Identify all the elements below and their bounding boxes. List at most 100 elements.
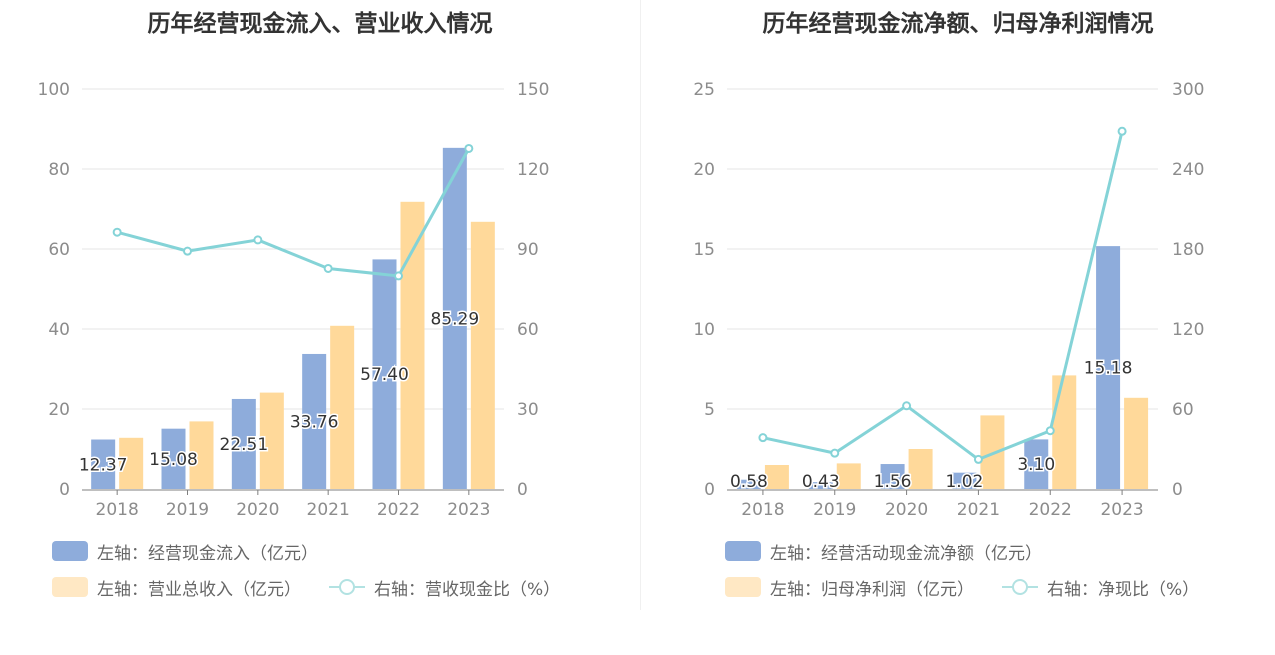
legend-item-net-cash-ratio[interactable]: 右轴：净现比（%） <box>1002 576 1200 600</box>
bar-primary <box>736 479 761 489</box>
legend-label: 左轴：归母净利润（亿元） <box>770 579 974 600</box>
bar-data-label: 33.76 <box>290 412 339 432</box>
line-point <box>758 433 768 443</box>
bar-secondary <box>189 421 214 489</box>
chart-plot-area: 0 5 10 15 20 25 0 60 120 180 240 300 2018 2019 2020 202… <box>693 80 1204 520</box>
bar-secondary <box>1124 397 1149 489</box>
line-point <box>1045 426 1055 436</box>
x-tick-label: 2018 <box>741 500 784 520</box>
legend-line-swatch <box>1002 577 1038 597</box>
panel-divider <box>640 0 641 610</box>
y-right-tick-label: 60 <box>517 320 539 340</box>
bar-data-label: 0.58 <box>730 472 768 492</box>
legend-swatch <box>725 541 761 561</box>
y-left-tick-label: 20 <box>48 400 70 420</box>
bar-primary <box>372 259 397 489</box>
bar-data-label: 15.08 <box>149 450 198 470</box>
legend-swatch <box>52 577 88 597</box>
line-point <box>830 448 840 458</box>
line-point <box>394 271 403 281</box>
x-tick-label: 2023 <box>447 500 490 520</box>
line-series <box>116 147 471 278</box>
line-point <box>1117 126 1127 136</box>
bar-data-label: 12.37 <box>79 455 128 475</box>
bar-data-label: 22.51 <box>219 435 268 455</box>
bar-data-label: 57.40 <box>360 365 409 385</box>
bar-data-label: 1.56 <box>874 472 912 492</box>
line-point <box>973 454 983 464</box>
bar-primary <box>91 439 116 489</box>
bar-secondary <box>119 437 144 489</box>
y-left-tick-label: 25 <box>693 80 715 100</box>
bar-secondary <box>1052 375 1077 489</box>
bar-primary <box>808 482 833 489</box>
legend-item-net-operating-cashflow[interactable]: 左轴：经营活动现金流净额（亿元） <box>725 540 1042 564</box>
y-right-tick-label: 240 <box>1172 160 1204 180</box>
legend-item-total-revenue[interactable]: 左轴：营业总收入（亿元） <box>52 576 301 600</box>
y-right-tick-label: 300 <box>1172 80 1204 100</box>
bar-data-label: 15.18 <box>1084 359 1133 379</box>
y-left-tick-label: 15 <box>693 240 715 260</box>
bar-primary <box>231 398 256 489</box>
chart-panel-netcash-netprofit: 历年经营现金流净额、归母净利润情况 0 5 10 15 20 25 0 60 120 180 240… <box>641 0 1275 655</box>
bar-primary <box>1024 439 1049 489</box>
x-tick-label: 2019 <box>166 500 209 520</box>
legend-item-revenue-cash-ratio[interactable]: 右轴：营收现金比（%） <box>329 576 561 600</box>
y-right-tick-label: 30 <box>517 400 539 420</box>
y-right-tick-label: 150 <box>517 80 549 100</box>
bar-data-label: 3.10 <box>1017 455 1055 475</box>
legend-label: 左轴：经营活动现金流净额（亿元） <box>770 543 1042 564</box>
y-left-tick-label: 10 <box>693 320 715 340</box>
legend-label: 右轴：营收现金比（%） <box>374 579 561 600</box>
bar-primary <box>442 147 467 489</box>
line-point <box>323 263 333 273</box>
chart-plot-area: 0 20 40 60 80 100 0 30 60 90 120 150 2018 2019 2020 202… <box>38 80 550 520</box>
legend-item-net-profit[interactable]: 左轴：归母净利润（亿元） <box>725 576 974 600</box>
y-right-tick-label: 0 <box>1172 480 1183 500</box>
chart-title: 历年经营现金流入、营业收入情况 <box>147 11 493 37</box>
line-point <box>183 246 192 256</box>
chart-title: 历年经营现金流净额、归母净利润情况 <box>762 11 1154 37</box>
y-left-tick-label: 20 <box>693 160 715 180</box>
bar-secondary <box>836 463 861 489</box>
legend-item-cash-inflow[interactable]: 左轴：经营现金流入（亿元） <box>52 540 318 564</box>
x-tick-label: 2021 <box>307 500 350 520</box>
legend-label: 左轴：营业总收入（亿元） <box>97 579 301 600</box>
legend-swatch <box>725 577 761 597</box>
y-right-tick-label: 120 <box>517 160 549 180</box>
bar-primary <box>302 353 327 489</box>
bar-data-label: 85.29 <box>430 309 479 329</box>
y-right-tick-label: 90 <box>517 240 539 260</box>
bar-secondary <box>908 449 933 489</box>
x-tick-label: 2020 <box>236 500 279 520</box>
bar-data-label: 0.43 <box>802 472 840 492</box>
x-tick-label: 2023 <box>1100 500 1143 520</box>
y-left-tick-label: 100 <box>38 80 70 100</box>
line-point <box>902 401 912 411</box>
line-series <box>762 130 1124 461</box>
chart-panel-cashflow-revenue: 历年经营现金流入、营业收入情况 0 20 40 60 80 100 0 30 60 90 120 15… <box>38 11 561 600</box>
line-point <box>112 227 122 237</box>
bar-primary <box>161 428 186 489</box>
legend-line-swatch <box>329 577 365 597</box>
line-point <box>253 235 263 245</box>
y-left-tick-label: 60 <box>48 240 70 260</box>
y-right-tick-label: 60 <box>1172 400 1194 420</box>
y-left-tick-label: 80 <box>48 160 70 180</box>
legend-label: 左轴：经营现金流入（亿元） <box>97 543 318 564</box>
legend-label: 右轴：净现比（%） <box>1047 579 1200 600</box>
bar-data-label: 1.02 <box>945 472 983 492</box>
line-point <box>464 143 474 153</box>
bar-secondary <box>764 465 789 489</box>
x-tick-label: 2018 <box>96 500 139 520</box>
y-right-tick-label: 180 <box>1172 240 1204 260</box>
x-tick-label: 2022 <box>1029 500 1072 520</box>
y-left-tick-label: 40 <box>48 320 70 340</box>
y-left-tick-label: 5 <box>704 400 715 420</box>
bar-primary <box>1096 246 1121 489</box>
x-tick-label: 2020 <box>885 500 928 520</box>
x-tick-label: 2022 <box>377 500 420 520</box>
bar-secondary <box>470 221 495 490</box>
y-right-tick-label: 0 <box>517 480 528 500</box>
bar-primary <box>952 472 977 489</box>
